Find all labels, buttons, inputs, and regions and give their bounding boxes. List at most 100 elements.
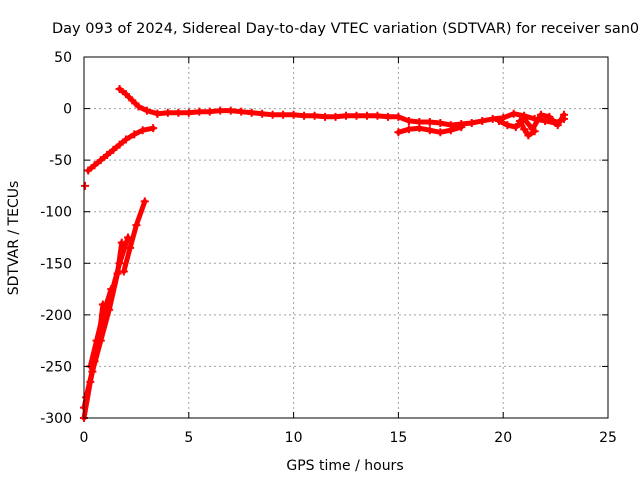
y-axis-label: SDTVAR / TECUs xyxy=(6,181,22,296)
series-steep-band-e xyxy=(86,285,116,371)
y-tick-label: 0 xyxy=(63,102,72,118)
data-point-marker xyxy=(415,124,424,133)
data-point-marker xyxy=(310,111,319,120)
data-point-marker xyxy=(536,110,545,119)
series-line xyxy=(87,286,114,369)
data-point-marker xyxy=(226,106,235,115)
data-point-marker xyxy=(488,114,497,123)
data-point-marker xyxy=(247,108,256,117)
data-point-marker xyxy=(436,119,445,128)
data-point-marker xyxy=(342,111,350,120)
series-steep-band-d xyxy=(119,197,149,276)
series-main-track xyxy=(153,106,568,130)
data-series xyxy=(80,84,568,422)
x-tick-label: 10 xyxy=(285,430,303,446)
data-point-marker xyxy=(128,96,137,105)
data-point-marker xyxy=(545,112,554,121)
data-point-marker xyxy=(495,116,504,125)
data-point-marker xyxy=(86,377,95,386)
data-point-marker xyxy=(174,108,183,117)
data-point-marker xyxy=(216,106,225,115)
x-tick-label: 5 xyxy=(184,430,193,446)
data-point-marker xyxy=(321,112,330,121)
data-point-marker xyxy=(457,123,466,132)
data-point-marker xyxy=(478,116,487,125)
data-point-marker xyxy=(132,221,141,230)
data-point-marker xyxy=(268,110,277,119)
data-point-marker xyxy=(520,114,529,123)
series-lower-branch-15-to-18 xyxy=(394,123,466,137)
data-point-marker xyxy=(300,111,309,120)
data-point-marker xyxy=(130,130,139,139)
data-point-marker xyxy=(362,111,371,120)
y-tick-label: -50 xyxy=(49,153,72,169)
data-point-marker xyxy=(163,108,172,117)
y-tick-label: 50 xyxy=(54,50,72,66)
data-point-marker xyxy=(90,161,99,170)
series-isolated-point xyxy=(81,181,90,190)
data-point-marker xyxy=(84,166,93,175)
x-tick-label: 25 xyxy=(599,430,617,446)
data-point-marker xyxy=(126,243,135,252)
data-point-marker xyxy=(195,107,204,116)
series-recovery-branch xyxy=(84,124,158,175)
tick-labels: 0 5 10 15 20 25 -300 -250 -200 -150 -100 -50 0 50 xyxy=(40,50,617,446)
plot-frame xyxy=(83,56,609,419)
chart-title: Day 093 of 2024, Sidereal Day-to-day VTE… xyxy=(52,21,639,37)
data-point-marker xyxy=(553,121,562,130)
data-point-marker xyxy=(503,121,512,130)
data-point-marker xyxy=(404,116,413,125)
x-tick-label: 20 xyxy=(494,430,512,446)
y-tick-label: -100 xyxy=(40,205,72,221)
data-point-marker xyxy=(258,109,267,118)
data-point-marker xyxy=(425,117,434,126)
x-tick-label: 0 xyxy=(80,430,89,446)
data-point-marker xyxy=(153,109,162,118)
data-point-marker xyxy=(446,126,455,135)
data-point-marker xyxy=(98,310,107,319)
data-point-marker xyxy=(121,90,130,99)
data-point-marker xyxy=(115,259,124,268)
series-line xyxy=(154,108,567,128)
data-point-marker xyxy=(115,140,124,149)
x-tick-label: 15 xyxy=(389,430,407,446)
series-line xyxy=(85,125,156,173)
data-point-marker xyxy=(520,125,529,134)
data-point-marker xyxy=(559,110,568,119)
data-point-marker xyxy=(142,106,151,115)
data-point-marker xyxy=(107,285,116,294)
data-point-marker xyxy=(279,110,288,119)
data-point-marker xyxy=(394,112,403,121)
data-point-marker xyxy=(530,127,539,136)
data-point-marker xyxy=(205,107,214,116)
data-point-marker xyxy=(119,267,128,276)
series-spike-21 xyxy=(515,116,539,140)
data-point-marker xyxy=(331,112,340,121)
y-tick-label: -250 xyxy=(40,359,72,375)
data-point-marker xyxy=(121,135,130,144)
data-point-marker xyxy=(425,126,434,135)
data-point-marker xyxy=(134,102,143,111)
data-point-marker xyxy=(96,156,105,165)
data-point-marker xyxy=(383,112,392,121)
axis-ticks xyxy=(83,56,609,419)
data-point-marker xyxy=(394,128,403,137)
series-upper-branch-early xyxy=(115,84,162,118)
data-point-marker xyxy=(115,84,124,93)
data-point-marker xyxy=(511,123,520,132)
data-point-marker xyxy=(140,197,149,206)
y-tick-label: -200 xyxy=(40,308,72,324)
data-point-marker xyxy=(92,336,101,345)
data-point-marker xyxy=(436,128,445,137)
data-point-marker xyxy=(524,131,533,140)
data-point-marker xyxy=(138,126,147,135)
data-point-marker xyxy=(184,108,193,117)
x-axis-label: GPS time / hours xyxy=(286,458,403,474)
data-point-marker xyxy=(515,116,524,125)
data-point-marker xyxy=(373,111,382,120)
y-tick-label: -150 xyxy=(40,256,72,272)
data-point-marker xyxy=(509,109,518,118)
data-point-marker xyxy=(404,125,413,134)
series-line xyxy=(121,198,148,274)
